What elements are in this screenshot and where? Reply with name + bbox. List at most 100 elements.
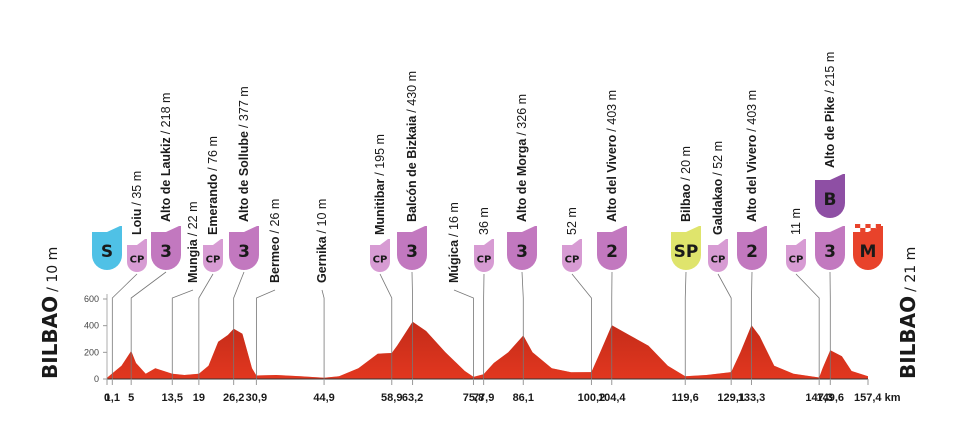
badge-label: 3: [238, 242, 250, 262]
badge-label: 3: [516, 242, 528, 262]
checker: [870, 228, 876, 232]
badge-label: CP: [373, 255, 388, 266]
badge: [562, 245, 582, 272]
x-tick-label: 147,3: [805, 392, 833, 404]
badge: [127, 245, 147, 272]
waypoint-name: Alto del Vivero: [745, 134, 759, 222]
waypoint-label: Gernika/ 10 m: [315, 199, 329, 283]
leader-line: [198, 273, 214, 379]
waypoint-label: 52 m: [565, 207, 579, 235]
badge-label: M: [860, 242, 877, 262]
badge-label: CP: [130, 255, 145, 266]
waypoint-name: Mungia: [186, 238, 200, 283]
waypoint-label: Alto de Morga / 326 m: [515, 94, 529, 222]
waypoint-label: Alto de Laukiz / 218 m: [159, 93, 173, 222]
leader-line: [255, 289, 276, 379]
leader-line: [130, 271, 167, 379]
waypoint-label: 36 m: [477, 207, 491, 235]
badge: [397, 232, 427, 270]
waypoint-label: Loiu / 35 m: [130, 171, 144, 235]
badge-tab: [107, 226, 122, 232]
badge: [708, 245, 728, 272]
waypoint-altitude: / 10 m: [315, 199, 329, 234]
checker: [875, 224, 881, 228]
badge-label: CP: [206, 255, 221, 266]
y-tick-label: 400: [84, 321, 99, 331]
waypoint-label: Múgica / 16 m: [447, 202, 461, 283]
waypoint-label: Bermeo / 26 m: [268, 199, 282, 283]
badge: [597, 232, 627, 270]
badge: [151, 232, 181, 270]
waypoint-label: Mungia/ 22 m: [186, 202, 200, 284]
badge-tab: [137, 239, 147, 245]
y-tick-label: 0: [94, 374, 99, 384]
x-tick-label: 77,9: [473, 392, 494, 404]
badge-tab: [244, 226, 259, 232]
waypoint-altitude: / 195 m: [373, 134, 387, 176]
badge: [815, 180, 845, 218]
waypoint-altitude: / 20 m: [679, 146, 693, 181]
waypoint-altitude: / 430 m: [405, 71, 419, 113]
waypoint-altitude: / 35 m: [130, 171, 144, 206]
x-tick-label: 129,1: [717, 392, 745, 404]
waypoint-label: Alto de Pike / 215 m: [823, 52, 837, 168]
waypoint-name: Bilbao: [679, 183, 693, 222]
badge: [474, 245, 494, 272]
x-tick-label: 75,8: [463, 392, 484, 404]
waypoint-altitude: / 377 m: [237, 86, 251, 128]
y-tick-label: 600: [84, 294, 99, 304]
waypoint-altitude: / 26 m: [268, 199, 282, 234]
leader-line: [751, 271, 753, 379]
x-tick-label: 58,9: [381, 392, 402, 404]
waypoint-label: Alto del Vivero / 403 m: [745, 90, 759, 222]
x-tick-label: 100,2: [578, 392, 606, 404]
side-label: BILBAO / 10 m: [38, 247, 62, 379]
waypoint-altitude: / 52 m: [711, 141, 725, 176]
waypoint-name: Emerando: [206, 174, 220, 235]
waypoint-altitude: 11 m: [789, 208, 803, 235]
waypoint-label: Munitibar / 195 m: [373, 134, 387, 235]
leader-line: [571, 273, 592, 379]
waypoint-name: Galdakao: [711, 178, 725, 235]
badge-tab: [522, 226, 537, 232]
badge-label: CP: [711, 255, 726, 266]
x-tick-label: 1,1: [105, 392, 120, 404]
badge-tab: [572, 239, 582, 245]
leader-line: [321, 289, 325, 379]
x-tick-label: 86,1: [513, 392, 534, 404]
waypoint-altitude: / 76 m: [206, 136, 220, 171]
badge: [853, 232, 883, 270]
waypoint-altitude: / 16 m: [447, 202, 461, 237]
x-tick-label: 0: [104, 392, 110, 404]
waypoint-name: Alto de Sollube: [237, 131, 251, 222]
badge-tab: [380, 239, 390, 245]
badge: [737, 232, 767, 270]
leader-line: [684, 271, 687, 379]
waypoint-altitude: / 22 m: [186, 202, 200, 237]
badge-label: 2: [746, 242, 758, 262]
elevation-shade: [107, 321, 868, 379]
checker: [860, 228, 866, 232]
badge-tab: [166, 226, 181, 232]
badge-label: SP: [674, 242, 699, 262]
leader-line: [795, 273, 820, 379]
leader-line: [233, 271, 245, 379]
badge: [671, 232, 701, 270]
waypoint-altitude: 36 m: [477, 207, 491, 235]
badge-tab: [484, 239, 494, 245]
badge-label: CP: [565, 255, 580, 266]
waypoint-altitude: / 326 m: [515, 94, 529, 136]
badge-tab: [718, 239, 728, 245]
x-tick-label: 19: [193, 392, 205, 404]
waypoint-altitude: / 403 m: [745, 90, 759, 132]
waypoint-name: Alto de Morga: [515, 138, 529, 222]
x-tick-label: 63,2: [402, 392, 423, 404]
place: BILBAO: [896, 296, 920, 379]
waypoint-name: Loiu: [130, 209, 144, 235]
badge: [92, 232, 122, 270]
waypoint-altitude: / 215 m: [823, 52, 837, 94]
badge-label: CP: [477, 255, 492, 266]
waypoint-name: Múgica: [447, 239, 461, 283]
badge-tab: [612, 226, 627, 232]
waypoint-label: Emerando / 76 m: [206, 136, 220, 235]
